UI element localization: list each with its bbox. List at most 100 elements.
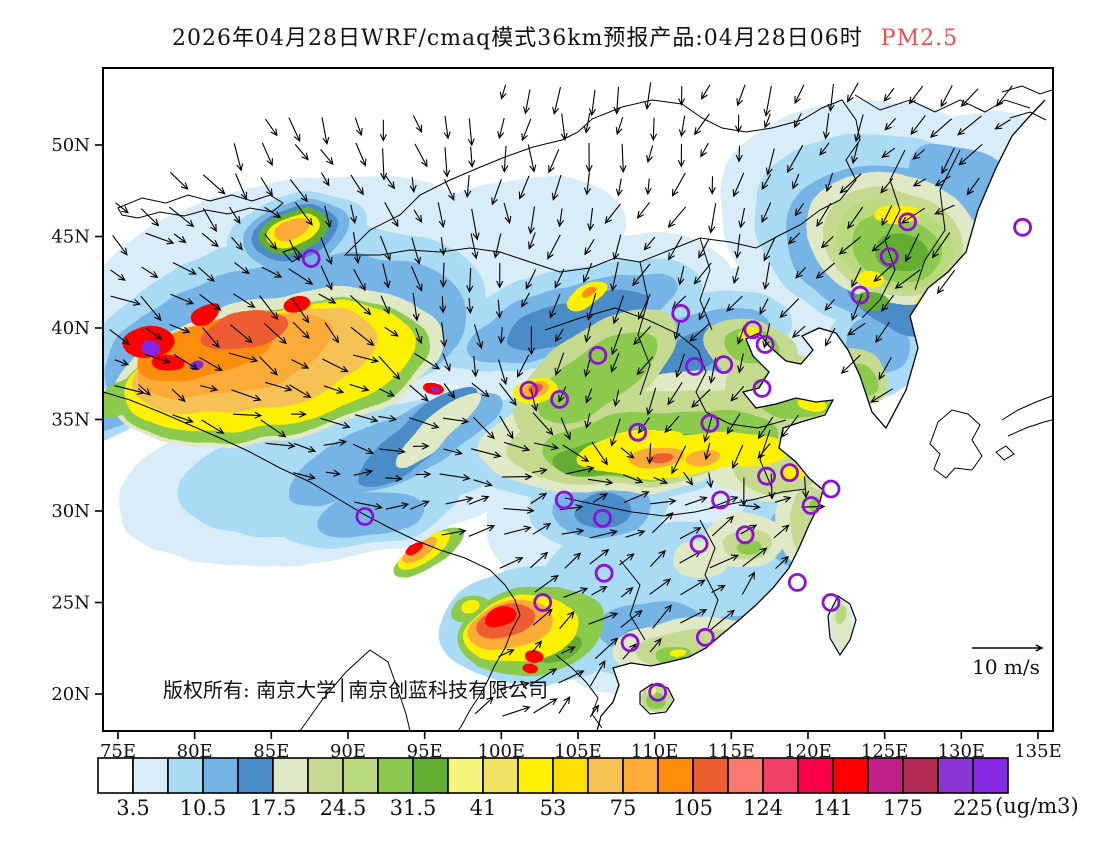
wind-arrow <box>554 352 565 376</box>
wind-arrow <box>683 471 694 486</box>
wind-arrow <box>198 266 215 282</box>
wind-arrow <box>763 85 772 117</box>
wind-arrow <box>350 295 372 316</box>
wind-arrow <box>530 492 548 504</box>
wind-arrow <box>437 202 446 229</box>
wind-arrow <box>497 359 508 386</box>
wind-arrow <box>496 262 504 289</box>
wind-arrow <box>791 173 800 190</box>
wind-arrow <box>530 388 539 412</box>
wind-arrow <box>503 506 535 514</box>
wind-arrow <box>114 359 130 366</box>
wind-arrow <box>768 473 776 500</box>
wind-arrow <box>168 206 195 228</box>
wind-arrow <box>473 479 493 487</box>
colorbar-tick-label: 3.5 <box>116 796 149 820</box>
map-boundary-line <box>699 237 713 331</box>
wind-arrow <box>499 84 507 100</box>
wind-arrow <box>612 234 622 261</box>
wind-arrow <box>380 148 388 181</box>
colorbar-cell <box>797 757 834 794</box>
wind-arrow <box>231 236 244 251</box>
city-marker <box>700 413 720 433</box>
wind-arrow <box>384 326 399 337</box>
wind-arrow <box>851 294 863 322</box>
wind-arrow <box>503 202 512 225</box>
wind-arrow <box>350 326 375 346</box>
wind-arrow <box>966 177 980 196</box>
wind-arrow <box>288 268 314 285</box>
wind-arrow <box>548 149 560 174</box>
wind-arrow <box>591 441 608 466</box>
colorbar-unit-label: (ug/m3) <box>995 794 1079 818</box>
map-boundary-line <box>854 94 1031 113</box>
wind-arrow <box>741 571 756 595</box>
colorbar-cell <box>237 757 274 794</box>
wind-arrow <box>587 207 595 232</box>
wind-arrow <box>443 179 455 201</box>
pm25-contour-blob <box>486 609 514 627</box>
wind-arrow <box>294 144 309 161</box>
wind-arrow <box>677 265 685 286</box>
map-boundary-line <box>699 519 719 629</box>
city-marker <box>588 345 608 365</box>
wind-arrow <box>293 442 317 453</box>
wind-arrow <box>561 528 585 536</box>
wind-arrow <box>816 202 832 228</box>
city-marker <box>671 303 691 323</box>
colorbar-tick-label: 175 <box>883 796 923 820</box>
wind-arrow <box>612 295 625 325</box>
wind-arrow <box>292 321 310 340</box>
wind-arrow <box>710 609 736 631</box>
wind-arrow <box>502 705 531 717</box>
map-boundary-line <box>1009 111 1047 121</box>
wind-arrow <box>711 515 735 537</box>
wind-arrow <box>410 500 430 510</box>
wind-arrow <box>934 204 955 215</box>
map-boundary-line <box>1001 85 1053 95</box>
wind-arrow <box>554 328 564 343</box>
pm25-contour-blob <box>861 269 887 285</box>
wind-arrow <box>379 235 391 261</box>
title-species-text: PM2.5 <box>881 26 958 51</box>
wind-arrow <box>757 416 774 440</box>
wind-arrow <box>936 269 956 295</box>
wind-arrow <box>471 355 479 378</box>
wind-arrow <box>233 143 244 172</box>
wind-arrow <box>533 442 560 451</box>
colorbar-tick-label: 105 <box>673 796 713 820</box>
wind-arrow <box>501 145 509 173</box>
wind-arrow <box>736 325 746 345</box>
wind-arrow <box>474 696 494 715</box>
city-marker <box>550 389 569 409</box>
wind-arrow <box>141 266 159 278</box>
wind-arrow <box>646 145 654 164</box>
wind-arrow <box>875 321 890 344</box>
wind-arrow <box>762 262 771 291</box>
wind-arrow <box>491 179 502 206</box>
wind-arrow <box>495 299 503 319</box>
map-boundary-line <box>929 409 983 479</box>
pm25-contour-blob <box>522 651 542 663</box>
colorbar-tick-label: 53 <box>540 796 567 820</box>
wind-arrow <box>957 115 982 136</box>
colorbar-cell <box>272 757 309 794</box>
wind-arrow <box>787 232 801 245</box>
wind-arrow <box>466 268 474 294</box>
wind-arrow <box>412 442 430 450</box>
wind-arrow <box>228 352 259 363</box>
wind-arrow <box>589 529 619 539</box>
wind-arrow <box>619 143 627 174</box>
wind-arrow <box>467 118 475 147</box>
wind-arrow <box>794 84 805 105</box>
wind-arrow <box>613 389 621 407</box>
x-axis-tick-label: 75E <box>100 741 136 762</box>
colorbar-cell <box>167 757 204 794</box>
wind-arrow <box>109 329 130 346</box>
wind-arrow <box>320 237 333 266</box>
city-marker <box>821 479 841 499</box>
wind-arrow <box>233 293 256 308</box>
x-axis-tick-label: 95E <box>407 741 443 762</box>
x-axis-tick-label: 130E <box>938 741 986 762</box>
wind-arrow <box>680 579 706 596</box>
